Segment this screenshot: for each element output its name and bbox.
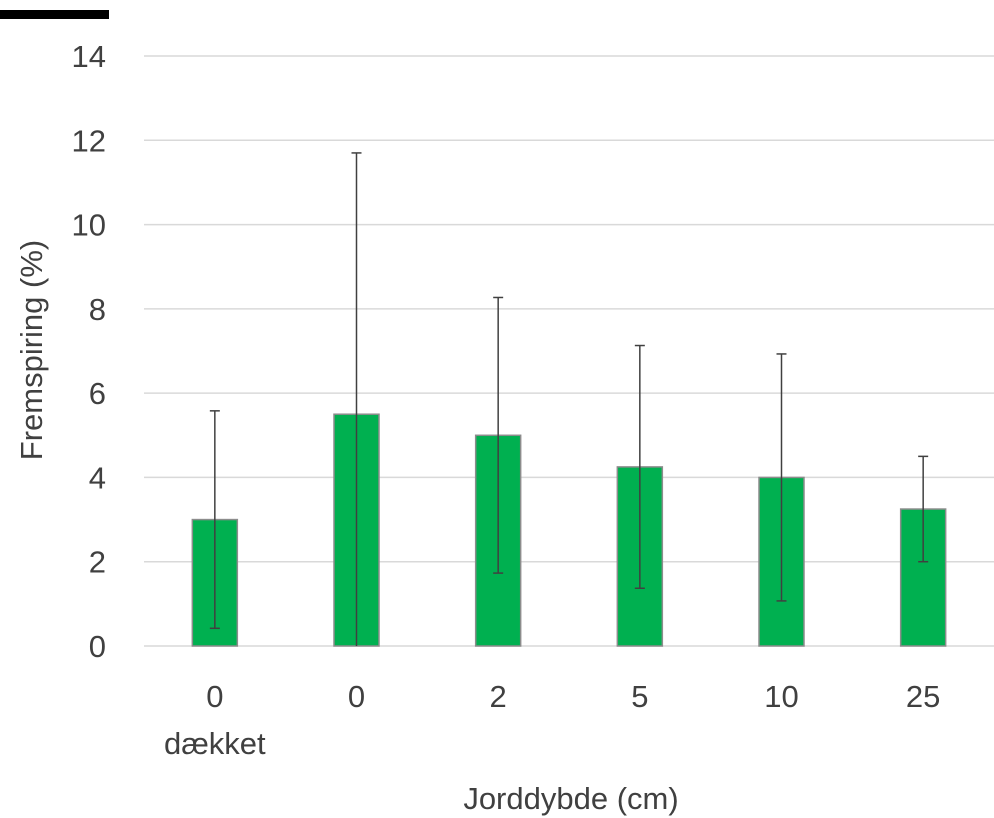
y-tick-label: 12 [72,123,106,158]
header-mark [0,10,109,19]
x-axis-title: Jorddybde (cm) [463,781,678,816]
y-tick-label: 4 [89,460,106,495]
x-tick-label: 10 [764,679,798,714]
error-bar [918,455,929,563]
y-axis-ticks: 0 2 4 6 8 10 12 14 [72,39,106,664]
gridlines [144,55,994,647]
y-tick-label: 6 [89,376,106,411]
y-tick-label: 10 [72,208,106,243]
bars [191,413,947,647]
y-tick-label: 14 [72,39,106,74]
x-tick-label: 5 [631,679,648,714]
error-bar [209,410,220,630]
x-tick-label: 25 [906,679,940,714]
y-tick-label: 2 [89,545,106,580]
error-bar [776,353,787,602]
x-tick-label: 2 [490,679,507,714]
error-bar [634,344,645,590]
y-axis-title: Fremspiring (%) [14,240,49,460]
y-tick-label: 0 [89,629,106,664]
error-bar [493,296,504,574]
x-tick-label: 0 [348,679,365,714]
error-bar [351,152,362,646]
error-bars [209,152,929,646]
y-tick-label: 8 [89,292,106,327]
x-tick-label: 0 [206,679,223,714]
x-tick-sublabel: dækket [164,726,266,761]
